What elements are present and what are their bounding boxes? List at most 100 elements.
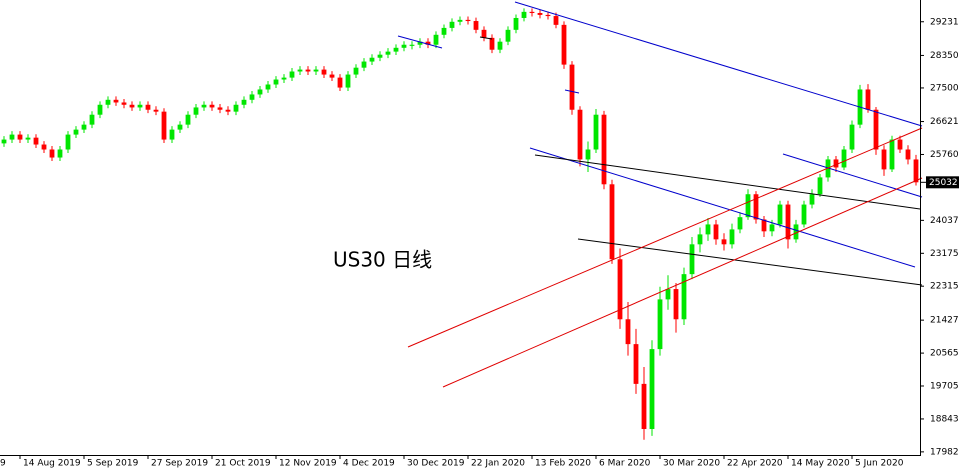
- candle-body: [129, 104, 135, 108]
- candle-body: [865, 89, 871, 110]
- candle-body: [25, 137, 31, 140]
- trend-line: [782, 153, 923, 198]
- x-tick-label: 9: [0, 459, 6, 468]
- candle-body: [609, 184, 615, 260]
- y-tick-label: 17982.: [930, 447, 959, 457]
- candle-body: [273, 79, 279, 85]
- x-tick-label: 30 Dec 2019: [407, 459, 465, 468]
- candle-body: [17, 134, 23, 140]
- candle-body: [241, 99, 247, 105]
- candle-body: [289, 71, 295, 78]
- candle-body: [657, 299, 663, 350]
- x-tick-label: 21 Oct 2019: [215, 459, 271, 468]
- candle-body: [561, 24, 567, 65]
- candle-body: [625, 319, 631, 345]
- candle-body: [473, 21, 479, 30]
- candle-body: [457, 19, 463, 22]
- trend-line: [479, 36, 493, 40]
- candle-body: [337, 77, 343, 88]
- x-tick-label: 14 Aug 2019: [23, 459, 81, 468]
- candle-body: [729, 229, 735, 245]
- candle-body: [97, 104, 103, 115]
- candle-body: [897, 139, 903, 150]
- candle-body: [577, 109, 583, 160]
- candle-body: [185, 114, 191, 125]
- candle-body: [689, 244, 695, 275]
- candle-body: [569, 64, 575, 110]
- candle-body: [505, 29, 511, 42]
- x-tick-label: 22 Jan 2020: [471, 459, 525, 468]
- candle-body: [225, 109, 231, 112]
- x-tick-label: 27 Sep 2019: [151, 459, 208, 468]
- candle-body: [33, 137, 39, 145]
- y-tick-label: 27500.: [930, 83, 959, 93]
- x-tick-label: 13 Feb 2020: [535, 459, 591, 468]
- candle-body: [401, 44, 407, 48]
- candle-body: [433, 34, 439, 45]
- candle-body: [313, 69, 319, 72]
- last-price-tag: [926, 176, 959, 189]
- candle-body: [449, 21, 455, 28]
- candle-body: [9, 134, 15, 140]
- candle-body: [377, 54, 383, 58]
- candle-body: [233, 104, 239, 112]
- x-tick-label: 5 Jun 2020: [855, 459, 904, 468]
- candle-body: [369, 57, 375, 62]
- candle-body: [121, 102, 127, 105]
- candle-body: [585, 149, 591, 160]
- trend-line: [407, 127, 923, 348]
- candle-body: [617, 259, 623, 320]
- candle-body: [753, 194, 759, 220]
- candle-body: [81, 124, 87, 130]
- candle-body: [73, 129, 79, 135]
- candle-body: [545, 14, 551, 17]
- candle-body: [849, 124, 855, 150]
- y-tick-label: 26621.: [930, 117, 959, 127]
- candle-body: [801, 204, 807, 225]
- candle-body: [665, 289, 671, 300]
- candle-body: [633, 344, 639, 384]
- candle-body: [177, 124, 183, 130]
- y-tick-label: 21427.: [930, 316, 959, 326]
- candle-body: [297, 69, 303, 72]
- candle-body: [705, 224, 711, 235]
- candle-body: [809, 194, 815, 205]
- candle-body: [89, 114, 95, 125]
- candle-body: [737, 217, 743, 230]
- y-tick-label: 18843.: [930, 414, 959, 424]
- candle-body: [673, 289, 679, 320]
- trend-line: [577, 238, 923, 286]
- y-tick-label: 19705.: [930, 381, 959, 391]
- candle-body: [145, 104, 151, 110]
- candle-body: [649, 349, 655, 429]
- trend-line: [514, 1, 923, 127]
- candle-body: [49, 149, 55, 158]
- candle-body: [769, 224, 775, 232]
- annotation: US30 日线: [333, 248, 432, 272]
- candle-body: [65, 134, 71, 150]
- candle-body: [489, 37, 495, 50]
- x-tick-label: 4 Dec 2019: [343, 459, 395, 468]
- candle-body: [353, 67, 359, 75]
- candle-body: [537, 13, 543, 15]
- candle-body: [425, 41, 431, 45]
- candle-body: [385, 51, 391, 55]
- candle-body: [833, 159, 839, 168]
- candle-body: [193, 107, 199, 115]
- candle-body: [1, 139, 7, 144]
- candle-body: [441, 27, 447, 35]
- candle-body: [257, 89, 263, 95]
- candle-body: [777, 204, 783, 225]
- candle-body: [305, 69, 311, 72]
- trend-line: [529, 147, 916, 268]
- axes: 29231. 28350. 27500. 26621. 25760. 24037. 2317…: [0, 17, 959, 468]
- candle-body: [881, 149, 887, 170]
- trend-line: [442, 177, 923, 388]
- candle-body: [217, 107, 223, 110]
- candle-body: [553, 16, 559, 25]
- y-tick-label: 23175.: [930, 249, 959, 259]
- candle-body: [521, 11, 527, 18]
- candle-body: [417, 41, 423, 45]
- candle-body: [697, 234, 703, 245]
